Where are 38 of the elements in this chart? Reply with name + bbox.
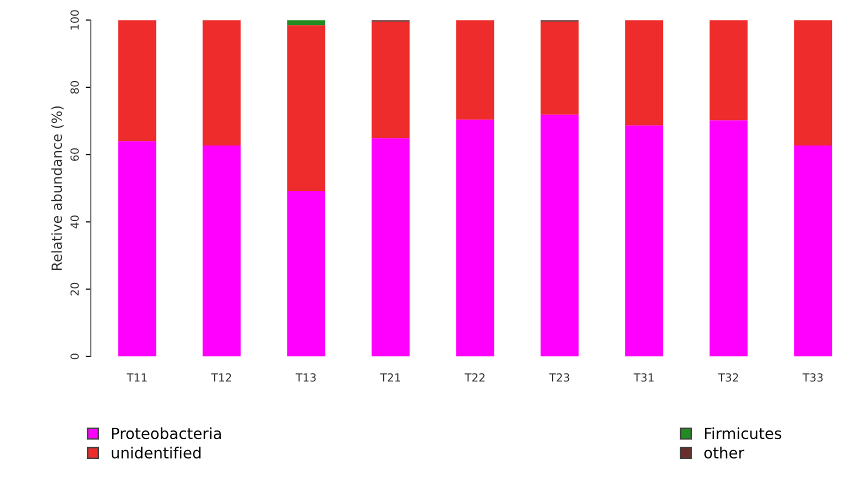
bar [625, 125, 664, 356]
x-tick-label: T11 [126, 373, 147, 382]
bar [287, 25, 326, 191]
bar [456, 120, 494, 356]
legend-label: other [704, 446, 744, 459]
bar [118, 20, 156, 142]
y-tick-label: 20 [70, 282, 79, 296]
bar [710, 120, 748, 356]
bar [794, 20, 832, 146]
x-tick-label: T21 [380, 373, 400, 382]
legend-label: Proteobacteria [112, 427, 221, 440]
x-tick-label: T31 [634, 373, 654, 382]
bar [287, 190, 326, 356]
y-axis-title: Relative abundance (%) [51, 106, 64, 270]
x-tick-label: T13 [296, 373, 316, 382]
y-tick-label: 40 [70, 216, 79, 228]
x-tick-label: T22 [464, 373, 485, 382]
legend-label: Firmicutes [704, 427, 782, 440]
bar [710, 20, 748, 120]
bar [456, 20, 494, 120]
x-tick-label: T33 [802, 373, 823, 382]
bar [625, 20, 664, 126]
y-tick-label: 60 [70, 148, 79, 161]
bar [372, 22, 410, 138]
bar [202, 20, 241, 146]
y-tick-label: 100 [70, 10, 79, 30]
bar [118, 141, 156, 356]
x-tick-label: T12 [211, 373, 232, 382]
x-tick-label: T23 [549, 373, 570, 382]
x-tick-label: T32 [718, 373, 738, 382]
legend-label: unidentified [112, 446, 200, 459]
bar [794, 146, 832, 356]
y-tick-label: 0 [70, 354, 79, 360]
bar [540, 114, 579, 356]
bar [540, 22, 579, 115]
bar [372, 138, 410, 356]
bar [202, 146, 241, 356]
y-tick-label: 80 [70, 81, 79, 94]
